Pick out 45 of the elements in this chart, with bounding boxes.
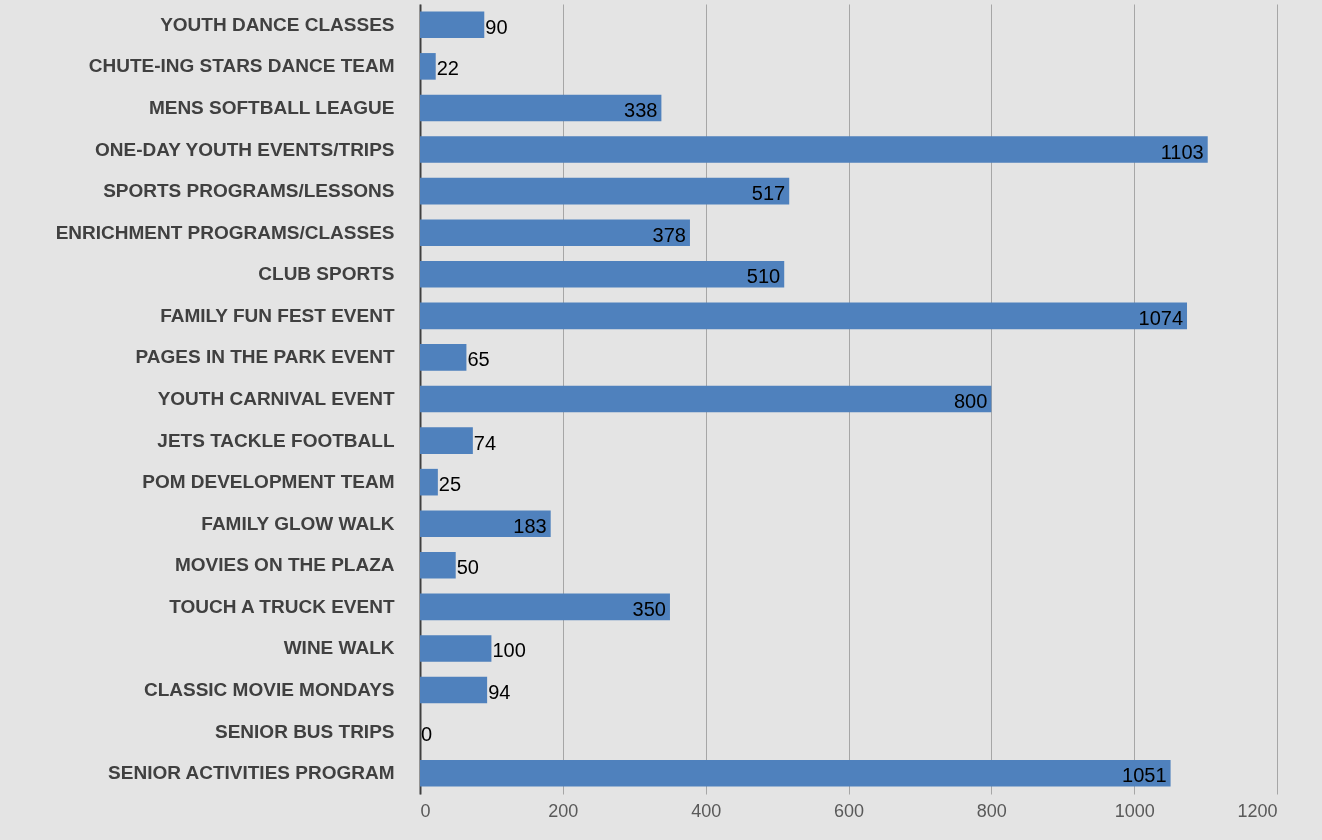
data-label: 100 xyxy=(492,639,526,662)
data-label: 22 xyxy=(436,57,459,80)
data-label: 378 xyxy=(652,223,686,246)
data-label: 800 xyxy=(953,390,988,412)
data-label: 338 xyxy=(624,98,658,121)
x-tick-label: 1200 xyxy=(1237,800,1278,821)
y-tick-label: TOUCH A TRUCK EVENT xyxy=(169,595,395,617)
y-tick-label: ENRICHMENT PROGRAMS/CLASSES xyxy=(55,221,395,243)
y-tick-label: WINE WALK xyxy=(283,637,395,659)
y-tick-label: ONE-DAY YOUTH EVENTS/TRIPS xyxy=(95,138,395,160)
y-tick-label: CLASSIC MOVIE MONDAYS xyxy=(143,679,395,701)
y-tick-label: FAMILY GLOW WALK xyxy=(201,512,395,534)
x-tick-label: 1000 xyxy=(1114,800,1155,821)
data-label: 74 xyxy=(473,431,497,454)
y-tick-label: MOVIES ON THE PLAZA xyxy=(174,554,395,576)
y-tick-label: CHUTE-ING STARS DANCE TEAM xyxy=(88,55,395,77)
data-label: 183 xyxy=(513,514,547,537)
data-label: 0 xyxy=(421,722,433,745)
data-label: 94 xyxy=(488,681,511,704)
data-label: 510 xyxy=(746,265,781,288)
y-tick-label: PAGES IN THE PARK EVENT xyxy=(135,346,395,368)
data-label: 65 xyxy=(467,348,490,371)
y-tick-label: SPORTS PROGRAMS/LESSONS xyxy=(103,180,395,202)
y-tick-label: POM DEVELOPMENT TEAM xyxy=(142,471,395,493)
y-tick-label: YOUTH CARNIVAL EVENT xyxy=(157,388,395,409)
data-label: 90 xyxy=(485,15,508,38)
x-tick-label: 800 xyxy=(976,800,1007,821)
data-label: 25 xyxy=(438,473,462,496)
y-tick-label: CLUB SPORTS xyxy=(258,263,395,285)
x-tick-label: 200 xyxy=(548,800,579,821)
y-tick-label: JETS TACKLE FOOTBALL xyxy=(157,429,395,451)
data-label: 1103 xyxy=(1160,140,1204,163)
data-label: 1051 xyxy=(1122,764,1167,787)
x-tick-label: 600 xyxy=(833,800,865,821)
y-tick-label: FAMILY FUN FEST EVENT xyxy=(160,304,395,326)
x-tick-label: 400 xyxy=(691,800,722,821)
y-tick-label: MENS SOFTBALL LEAGUE xyxy=(148,96,395,118)
data-label: 1074 xyxy=(1138,306,1184,329)
y-tick-label: SENIOR BUS TRIPS xyxy=(215,720,395,742)
data-label: 517 xyxy=(751,182,786,205)
data-label: 350 xyxy=(632,597,666,620)
y-tick-label: YOUTH DANCE CLASSES xyxy=(160,13,395,35)
data-label: 50 xyxy=(456,556,479,579)
x-tick-label: 0 xyxy=(420,800,431,821)
y-tick-label: SENIOR ACTIVITIES PROGRAM xyxy=(108,762,395,784)
